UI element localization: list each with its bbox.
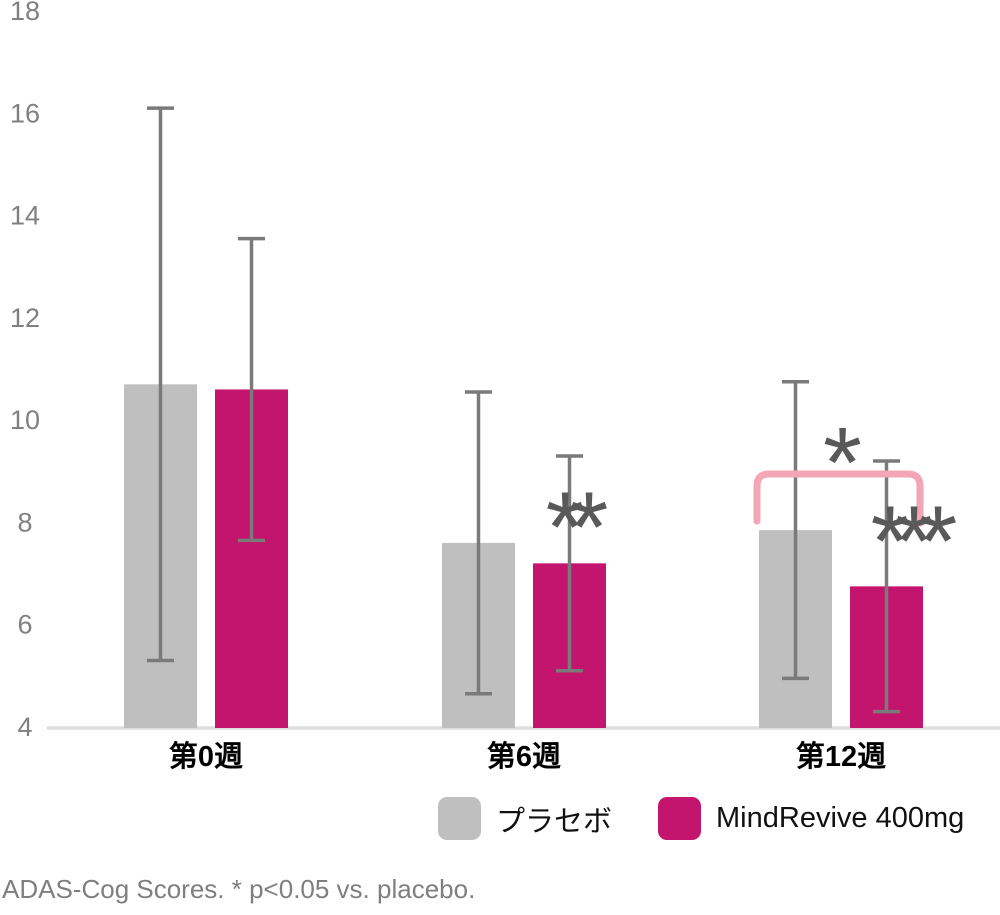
y-axis-tick-label-12: 12 [10,303,40,333]
x-axis-label-week0: 第0週 [169,739,243,773]
error-bar-placebo-week0 [147,106,174,663]
x-axis-label-week12: 第12週 [796,739,886,773]
y-axis-tick-label-8: 8 [17,507,32,537]
legend-swatch-placebo-icon [438,797,481,840]
significance-asterisks-2: *** [871,486,957,598]
y-axis-tick-label-10: 10 [10,405,40,435]
chart-legend: プラセボ MindRevive 400mg [438,797,964,840]
error-bar-placebo-week12 [782,380,809,681]
significance-asterisks-3: * [823,407,862,519]
error-bar-mindrevive-400mg-week12 [873,459,900,714]
error-bar-mindrevive-400mg-week6 [556,454,583,673]
y-axis-tick-label-4: 4 [17,712,32,742]
y-axis-tick-label-6: 6 [17,610,32,640]
legend-label-mindrevive: MindRevive 400mg [716,802,965,834]
chart-footnote: ADAS-Cog Scores. * p<0.05 vs. placebo. [2,874,476,904]
legend-item-mindrevive: MindRevive 400mg [658,797,964,840]
y-axis-tick-label-14: 14 [10,201,40,231]
legend-swatch-mindrevive-icon [658,797,702,840]
error-bar-placebo-week6 [465,390,492,696]
y-axis-tick-label-18: 18 [10,0,40,26]
significance-bracket [753,470,924,527]
error-bar-mindrevive-400mg-week0 [238,236,265,543]
legend-label-placebo: プラセボ [496,805,613,838]
x-axis-label-week6: 第6週 [487,739,561,773]
legend-item-placebo: プラセボ [438,797,612,840]
y-axis-tick-label-16: 16 [10,98,40,128]
